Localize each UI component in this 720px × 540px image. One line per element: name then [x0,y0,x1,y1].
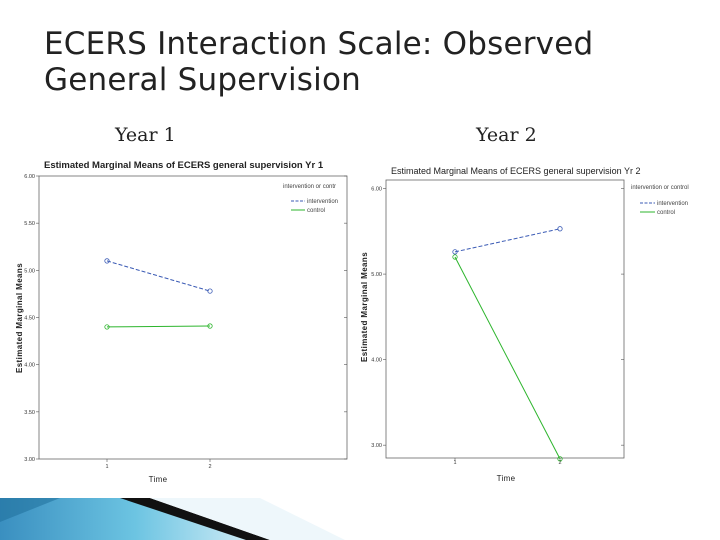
x-axis-label: Time [149,475,168,484]
year-1-chart: Estimated Marginal Means of ECERS genera… [15,160,348,484]
series-line-control [454,256,561,460]
data-point-intervention [104,258,110,264]
year-2-label: Year 2 [476,124,537,146]
decorative-ribbon [0,498,345,540]
data-point-control [207,323,213,329]
x-tick-label: 2 [558,460,561,466]
x-tick-label: 1 [453,460,456,466]
data-point-control [452,254,458,260]
y-tick-label: 5.00 [371,272,382,278]
slide-title-line-2: General Supervision [44,62,361,98]
legend-label-control: control [307,208,325,214]
y-tick-label: 4.50 [24,316,35,322]
legend-label-intervention: intervention [307,199,338,205]
chart-title: Estimated Marginal Means of ECERS genera… [391,166,640,176]
ribbon-shade [0,498,60,522]
y-tick-label: 3.00 [371,443,382,449]
y-tick-label: 5.50 [24,221,35,227]
x-axis-label: Time [497,474,516,483]
slide-title-line-1: ECERS Interaction Scale: Observed [44,26,594,62]
ribbon-blue-band [0,498,270,540]
y-axis-label: Estimated Marginal Means [360,252,369,362]
y-tick-label: 5.00 [24,268,35,274]
x-tick-label: 2 [208,464,211,470]
y-tick-label: 6.00 [24,174,35,180]
plot-frame [38,175,348,460]
legend-label-control: control [657,210,675,216]
ribbon-dark-stripe [120,498,270,540]
chart-legend: intervention or contr intervention contr… [283,184,338,214]
data-point-intervention [557,226,563,232]
x-tick-label: 1 [105,464,108,470]
y-tick-label: 6.00 [371,187,382,193]
y-tick-label: 4.00 [371,358,382,364]
series-line-control [106,325,211,328]
chart-title: Estimated Marginal Means of ECERS genera… [44,160,324,171]
year-2-chart: Estimated Marginal Means of ECERS genera… [360,166,689,483]
data-point-control [557,456,563,462]
plot-frame [385,179,625,459]
year-1-label: Year 1 [115,124,176,146]
legend-title: intervention or contr [283,184,336,190]
y-axis-label: Estimated Marginal Means [15,263,24,373]
legend-title: intervention or control [631,185,689,191]
data-point-control [104,324,110,330]
y-tick-label: 3.00 [24,457,35,463]
slide-title: ECERS Interaction Scale: Observed Genera… [44,26,684,98]
chart-marks: 3.00 4.00 5.00 6.00 1 2 [371,187,624,466]
data-point-intervention [207,288,213,294]
y-tick-label: 4.00 [24,363,35,369]
chart-legend: intervention or control intervention con… [631,185,689,216]
ribbon-light-band [150,498,345,540]
chart-marks: 3.00 3.50 4.00 4.50 5.00 5.50 6.00 1 2 [24,174,347,470]
data-point-intervention [452,249,458,255]
y-tick-label: 3.50 [24,410,35,416]
legend-label-intervention: intervention [657,201,688,207]
